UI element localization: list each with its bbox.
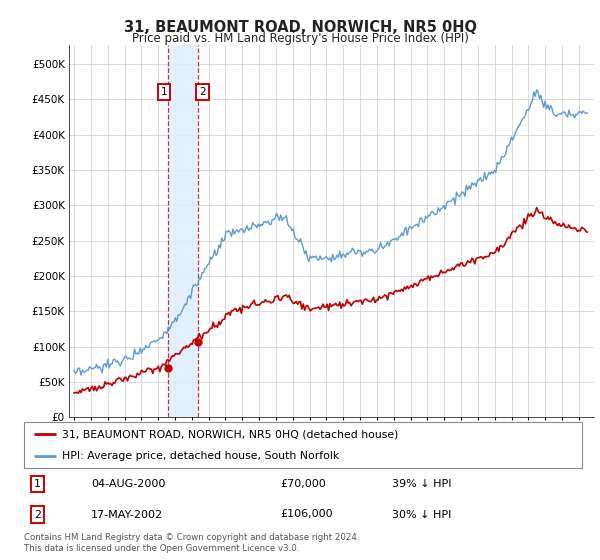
Text: 31, BEAUMONT ROAD, NORWICH, NR5 0HQ (detached house): 31, BEAUMONT ROAD, NORWICH, NR5 0HQ (det… xyxy=(62,429,398,439)
Bar xyxy=(168,45,198,417)
Text: 2: 2 xyxy=(199,87,206,97)
Text: 31, BEAUMONT ROAD, NORWICH, NR5 0HQ: 31, BEAUMONT ROAD, NORWICH, NR5 0HQ xyxy=(124,20,476,35)
Text: 04-AUG-2000: 04-AUG-2000 xyxy=(91,479,166,489)
Text: 39% ↓ HPI: 39% ↓ HPI xyxy=(392,479,452,489)
Text: 1: 1 xyxy=(34,479,41,489)
Text: 2: 2 xyxy=(34,510,41,520)
Text: £70,000: £70,000 xyxy=(281,479,326,489)
Text: Price paid vs. HM Land Registry's House Price Index (HPI): Price paid vs. HM Land Registry's House … xyxy=(131,32,469,45)
Text: 1: 1 xyxy=(160,87,167,97)
Text: 30% ↓ HPI: 30% ↓ HPI xyxy=(392,510,452,520)
Text: £106,000: £106,000 xyxy=(281,510,334,520)
Text: HPI: Average price, detached house, South Norfolk: HPI: Average price, detached house, Sout… xyxy=(62,451,339,461)
Text: 17-MAY-2002: 17-MAY-2002 xyxy=(91,510,163,520)
Text: Contains HM Land Registry data © Crown copyright and database right 2024.
This d: Contains HM Land Registry data © Crown c… xyxy=(24,533,359,553)
FancyBboxPatch shape xyxy=(24,422,582,468)
